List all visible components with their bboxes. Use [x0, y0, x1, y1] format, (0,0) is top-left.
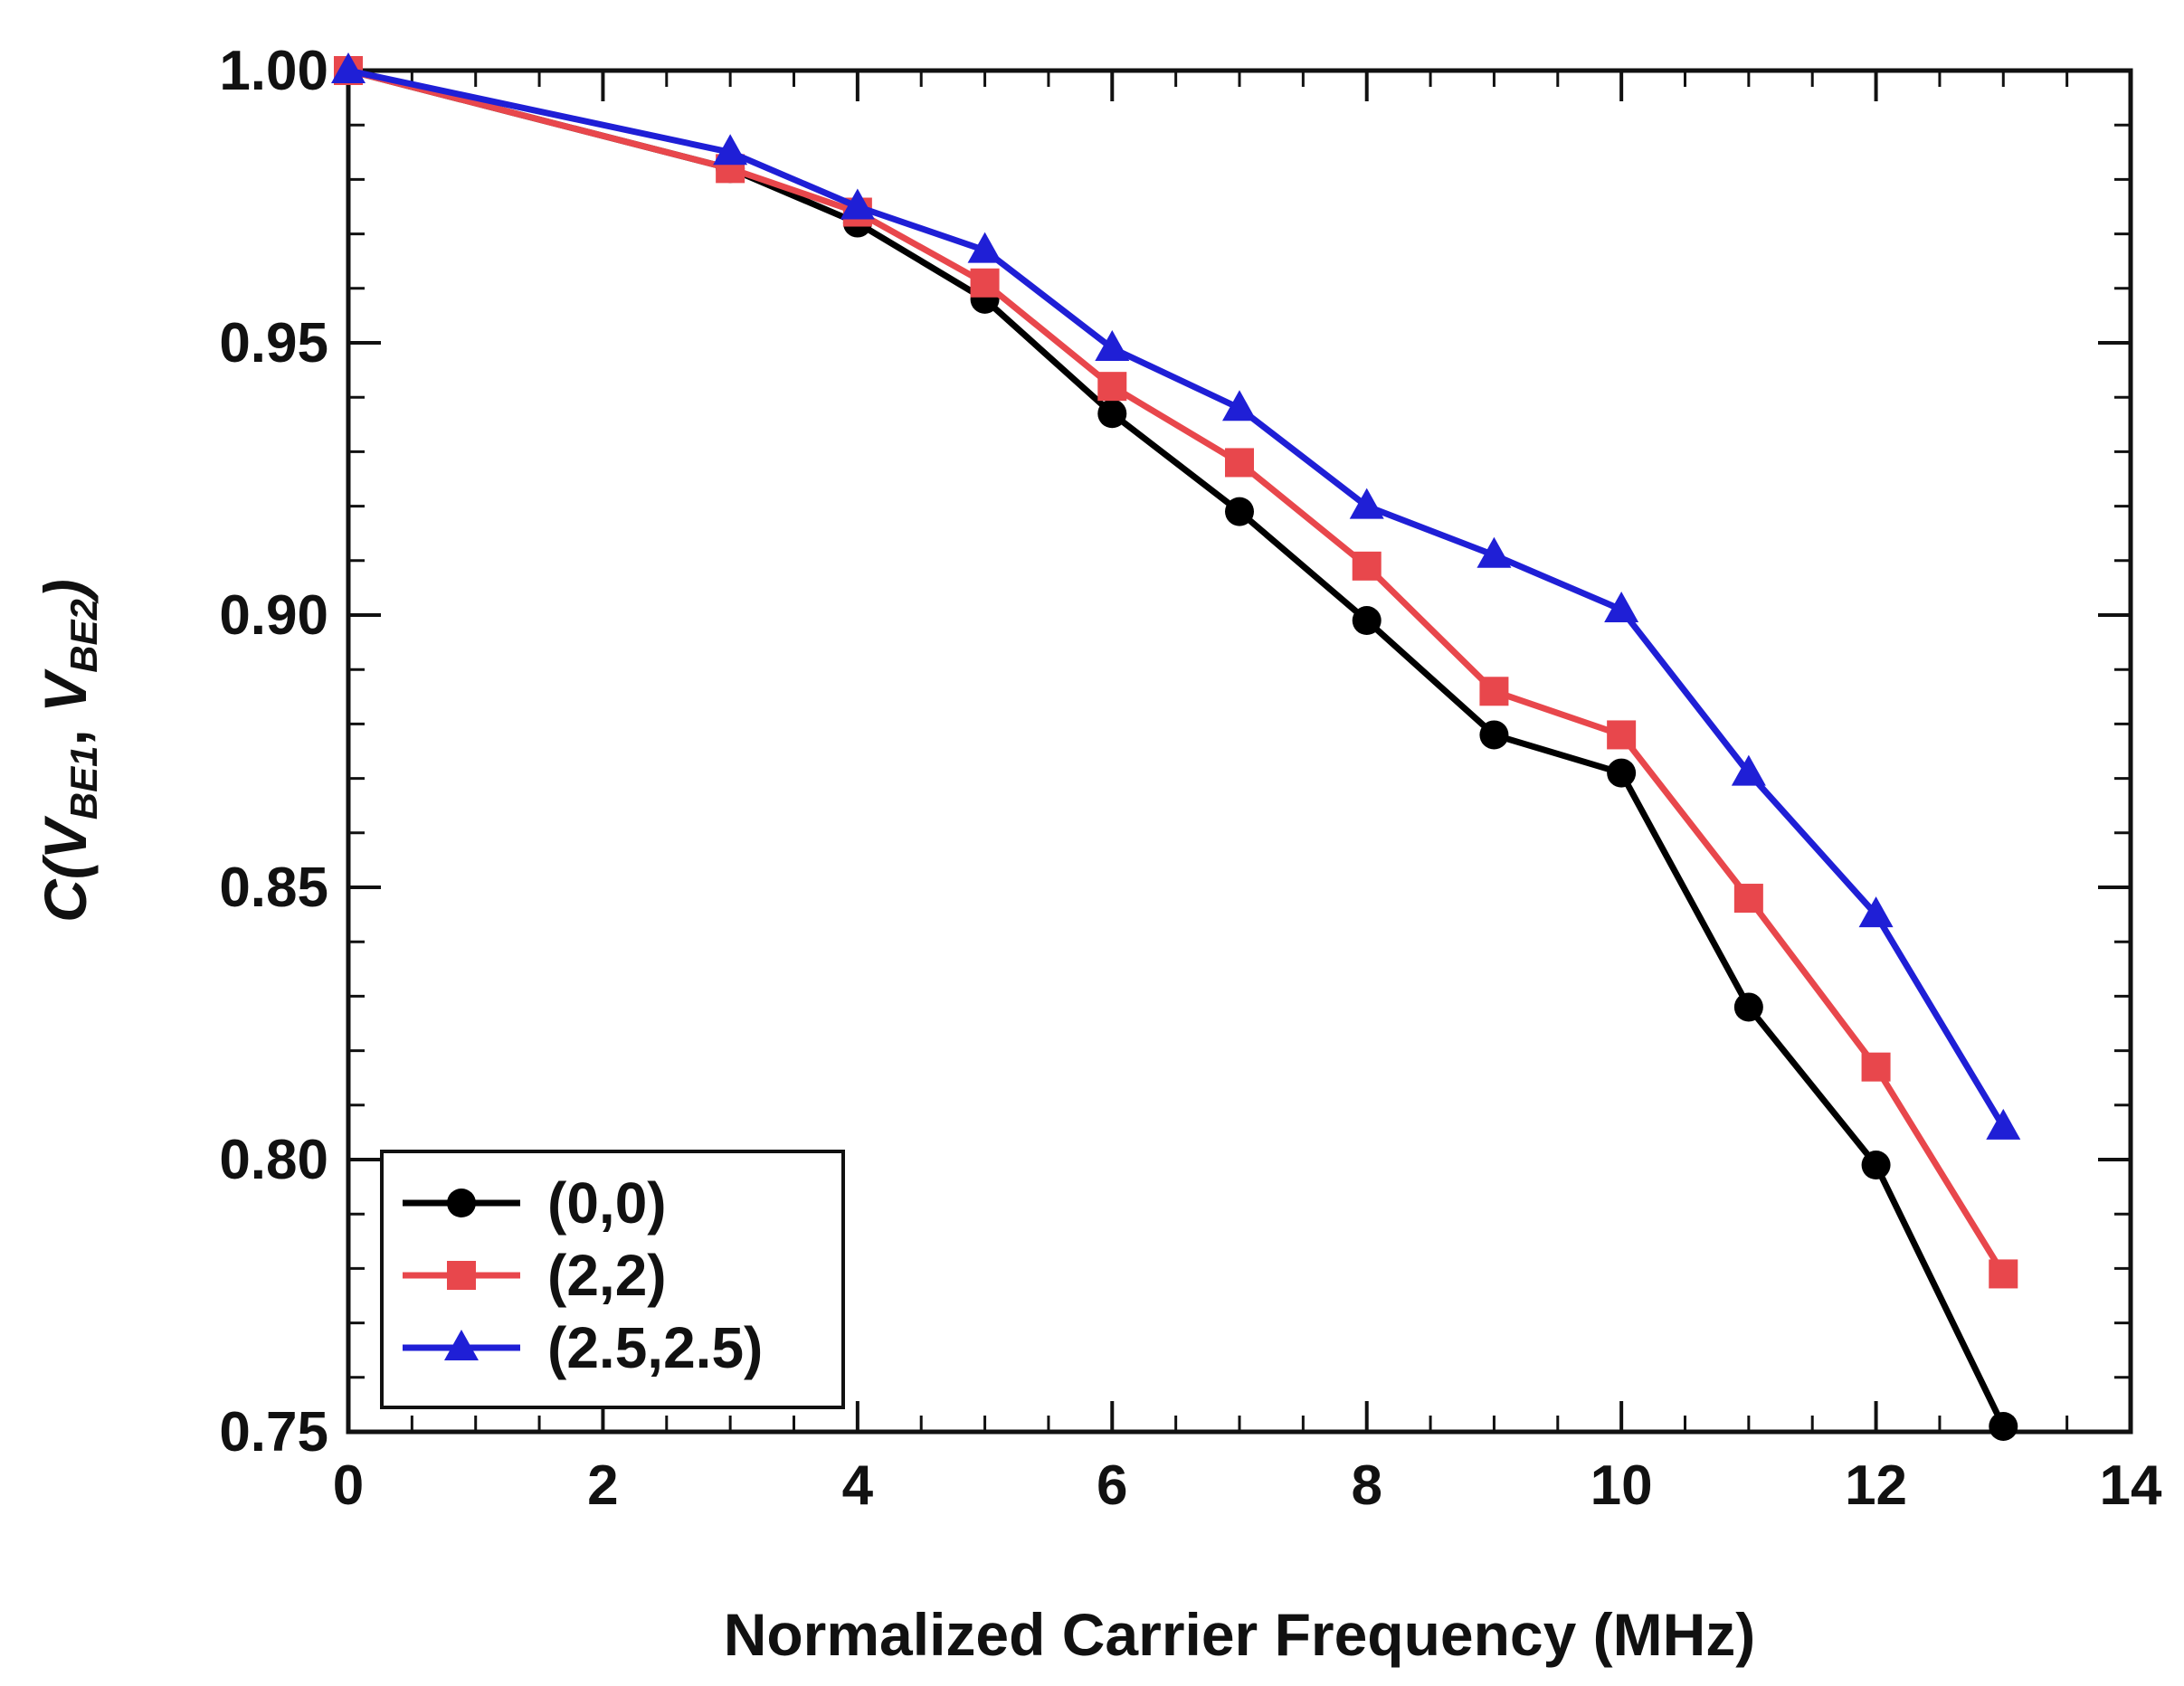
- series-1: [334, 56, 2018, 1441]
- y-axis-title-sub1: BE1: [62, 746, 105, 820]
- series-2: [334, 56, 2018, 1289]
- y-axis-title-sep: ,: [32, 713, 99, 746]
- y-tick-label: 0.80: [219, 1129, 328, 1191]
- legend-label: (2,2): [547, 1243, 667, 1308]
- legend-label: (2.5,2.5): [547, 1315, 763, 1380]
- data-point: [1861, 1151, 1891, 1180]
- legend-marker: [444, 1330, 479, 1360]
- data-point: [1989, 1411, 2018, 1441]
- y-tick-label: 0.85: [219, 857, 328, 919]
- y-tick-label: 0.90: [219, 584, 328, 647]
- data-point: [1352, 606, 1382, 636]
- x-tick-label: 12: [1845, 1454, 1907, 1517]
- x-tick-label: 10: [1591, 1454, 1653, 1517]
- x-tick-label: 14: [2100, 1454, 2162, 1517]
- data-point: [1989, 1259, 2018, 1289]
- data-point: [1607, 720, 1637, 750]
- legend-marker: [447, 1261, 476, 1290]
- series-line: [347, 67, 2007, 1428]
- legend-label: (0,0): [547, 1170, 667, 1236]
- y-axis-title-var2: V: [32, 668, 99, 713]
- data-point: [1858, 896, 1894, 928]
- x-tick-label: 4: [842, 1454, 874, 1517]
- legend-marker: [447, 1189, 476, 1217]
- data-point: [1861, 1052, 1891, 1082]
- series-3: [331, 52, 2021, 1140]
- legend-item: (0,0): [403, 1170, 667, 1236]
- data-point: [1477, 536, 1512, 568]
- data-point: [1349, 488, 1384, 519]
- legend: (0,0) (2,2) (2.5,2.5): [380, 1150, 845, 1409]
- y-tick-label: 1.00: [219, 40, 328, 102]
- y-axis-title-prefix: C(: [32, 853, 99, 923]
- data-point: [1733, 884, 1763, 914]
- legend-item: (2.5,2.5): [403, 1315, 763, 1380]
- data-point: [1607, 758, 1637, 788]
- data-point: [967, 232, 1002, 263]
- series-line: [347, 67, 2007, 1129]
- tick-labels: 0 2 4 6 8 10 12 14 0.75 0.80 0.85 0.90 0.95 1.00: [219, 40, 2162, 1517]
- data-point: [1352, 551, 1382, 581]
- data-point: [840, 188, 875, 220]
- y-tick-label: 0.95: [219, 312, 328, 374]
- x-tick-label: 6: [1097, 1454, 1127, 1517]
- data-point: [1225, 497, 1254, 526]
- data-point: [1479, 720, 1509, 750]
- x-tick-label: 8: [1351, 1454, 1382, 1517]
- data-point: [1222, 390, 1257, 422]
- plot-frame: [346, 68, 2133, 1435]
- data-point: [1479, 677, 1509, 706]
- y-axis-title-var1: V: [32, 815, 99, 859]
- legend-item: (2,2): [403, 1243, 667, 1308]
- data-point: [1731, 754, 1766, 786]
- data-point: [1095, 330, 1130, 362]
- series-line: [347, 67, 2007, 1276]
- data-point: [1097, 372, 1127, 402]
- data-point: [1097, 399, 1127, 429]
- series-layer: [331, 52, 2021, 1441]
- y-axis-title: C(VBE1, VBE2): [32, 579, 105, 923]
- x-axis-title: Normalized Carrier Frequency (MHz): [724, 1601, 1756, 1668]
- x-tick-label: 2: [587, 1454, 618, 1517]
- data-point: [331, 52, 366, 83]
- data-point: [713, 134, 748, 166]
- axis-ticks: [347, 69, 2132, 1434]
- data-point: [1604, 591, 1639, 622]
- x-tick-label: 0: [333, 1454, 364, 1517]
- data-point: [970, 268, 1000, 298]
- data-point: [1733, 992, 1763, 1022]
- y-axis-title-sub2: BE2: [62, 599, 105, 673]
- data-point: [1986, 1108, 2021, 1140]
- data-point: [1225, 448, 1254, 478]
- y-tick-label: 0.75: [219, 1401, 328, 1463]
